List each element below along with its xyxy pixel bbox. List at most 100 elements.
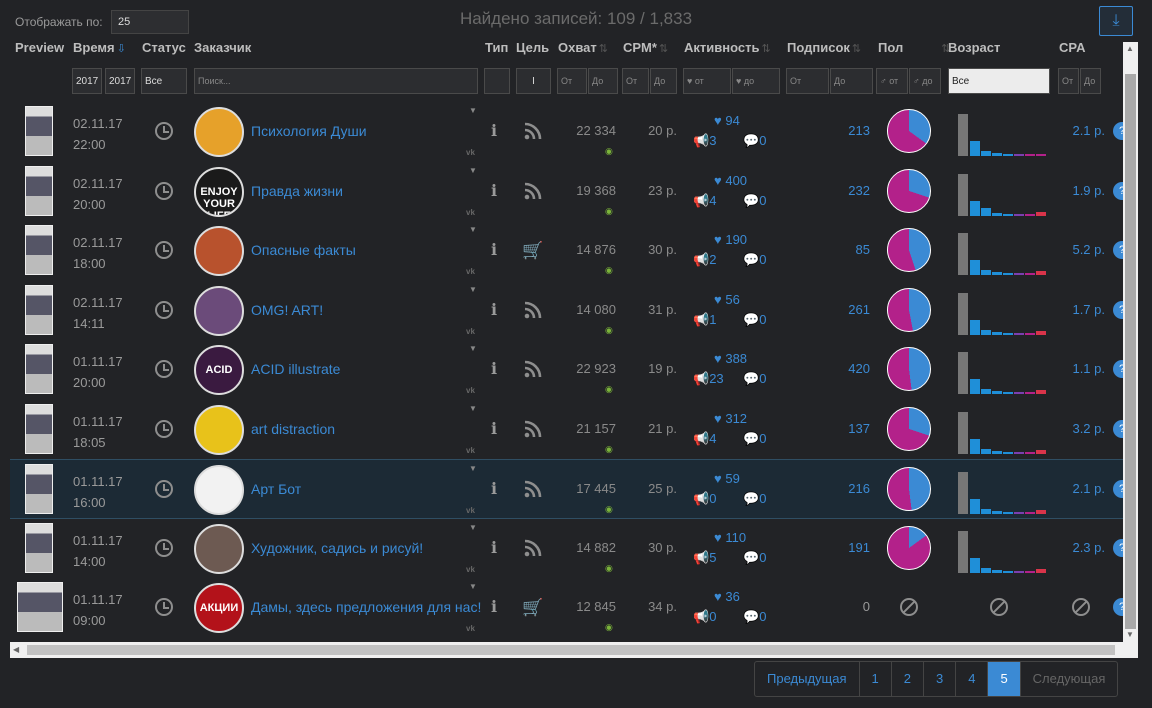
vertical-scrollbar[interactable]: ▲ ▼	[1123, 42, 1138, 642]
vk-icon[interactable]: vk	[466, 564, 475, 574]
sex-from-input[interactable]: ♂ от	[876, 68, 908, 94]
customer-link[interactable]: Правда жизни	[251, 182, 343, 199]
info-icon[interactable]: i	[491, 479, 498, 498]
date-from-input[interactable]: 2017	[72, 68, 102, 94]
subscriptions-value[interactable]: 420	[848, 361, 870, 376]
cpa-info-icon[interactable]: ?	[1113, 181, 1123, 200]
table-row[interactable]: 01.11.17 18:05 art distraction ▼ vk i 21 157 ◉ 2…	[10, 400, 1123, 460]
table-row[interactable]: 02.11.17 20:00 ENJOY YOUR LIFE Правда жизни…	[10, 162, 1123, 222]
page-5-button[interactable]: 5	[988, 662, 1021, 696]
subscriptions-value[interactable]: 191	[848, 539, 870, 555]
sort-desc-icon[interactable]: ⇩	[116, 43, 126, 55]
vk-icon[interactable]: vk	[466, 207, 475, 217]
scroll-left-icon[interactable]: ◀	[13, 645, 20, 654]
download-button[interactable]: ⤓	[1099, 6, 1133, 36]
post-preview[interactable]	[17, 582, 63, 632]
table-row[interactable]: 01.11.17 14:00 Художник, садись и рисуй! ▼ v…	[10, 519, 1123, 579]
info-icon[interactable]: i	[491, 299, 498, 319]
scrollbar-thumb[interactable]	[1125, 74, 1136, 629]
post-preview[interactable]	[25, 522, 53, 573]
type-select[interactable]	[484, 68, 510, 94]
vk-icon[interactable]: vk	[466, 267, 475, 276]
col-cpm[interactable]: CPM* ⇅	[623, 40, 669, 55]
scrollbar-thumb[interactable]	[27, 645, 1115, 655]
cpa-info-icon[interactable]: ?	[1113, 480, 1123, 498]
cpa-info-icon[interactable]: ?	[1113, 122, 1123, 140]
sort-icon[interactable]: ⇅	[851, 43, 862, 55]
cpm-from-input[interactable]: От	[622, 68, 649, 94]
avatar[interactable]	[194, 404, 244, 455]
table-row[interactable]: 02.11.17 14:11 OMG! ART! ▼ vk i 14 080 ◉ 31 р. ♥ …	[10, 281, 1123, 341]
vk-icon[interactable]: vk	[466, 326, 475, 336]
col-sex[interactable]: Пол ⇅	[878, 40, 951, 55]
prev-page-button[interactable]: Предыдущая	[755, 662, 860, 696]
filter-icon[interactable]: ▼	[469, 225, 477, 234]
sort-icon[interactable]: ⇅	[761, 43, 771, 55]
info-icon[interactable]: i	[491, 121, 498, 140]
activity-to-input[interactable]: ♥ до	[732, 68, 780, 94]
customer-link[interactable]: OMG! ART!	[251, 301, 324, 318]
filter-icon[interactable]: ▼	[469, 582, 477, 591]
filter-icon[interactable]: ▼	[469, 284, 477, 294]
info-icon[interactable]: i	[491, 180, 498, 200]
page-size-select[interactable]: 25	[111, 10, 189, 34]
age-select[interactable]: Все	[948, 68, 1050, 94]
cpa-from-input[interactable]: От	[1058, 68, 1079, 94]
vk-icon[interactable]: vk	[466, 386, 475, 395]
post-preview[interactable]	[25, 165, 53, 216]
subscriptions-value[interactable]: 0	[862, 599, 870, 614]
subscriptions-value[interactable]: 261	[848, 301, 870, 317]
goal-select[interactable]: I	[516, 68, 551, 94]
search-input[interactable]: Поиск...	[194, 68, 478, 94]
post-preview[interactable]	[25, 106, 53, 156]
avatar[interactable]	[194, 523, 244, 574]
filter-icon[interactable]: ▼	[469, 464, 477, 473]
filter-icon[interactable]: ▼	[469, 106, 477, 115]
filter-icon[interactable]: ▼	[469, 344, 477, 353]
cpa-info-icon[interactable]: ?	[1113, 598, 1123, 616]
reach-from-input[interactable]: От	[557, 68, 587, 94]
avatar[interactable]: ACID	[194, 345, 244, 395]
info-icon[interactable]: i	[491, 359, 498, 378]
cpa-info-icon[interactable]: ?	[1113, 300, 1123, 319]
cpa-info-icon[interactable]: ?	[1113, 360, 1123, 378]
info-icon[interactable]: i	[491, 597, 498, 616]
sort-icon[interactable]: ⇅	[598, 43, 608, 55]
page-1-button[interactable]: 1	[860, 662, 892, 696]
reach-to-input[interactable]: До	[588, 68, 618, 94]
activity-from-input[interactable]: ♥ от	[683, 68, 731, 94]
customer-link[interactable]: Арт Бот	[251, 481, 302, 497]
customer-link[interactable]: Дамы, здесь предложения для нас!	[251, 599, 482, 615]
status-select[interactable]: Все	[141, 68, 187, 94]
subscriptions-value[interactable]: 85	[855, 242, 870, 257]
filter-icon[interactable]: ▼	[469, 403, 477, 413]
customer-link[interactable]: Художник, садись и рисуй!	[251, 539, 424, 556]
avatar[interactable]: ENJOY YOUR LIFE	[194, 166, 244, 217]
info-icon[interactable]: i	[491, 418, 498, 438]
table-row[interactable]: 01.11.17 09:00 АКЦИИ Дамы, здесь предложени…	[10, 578, 1123, 638]
vk-icon[interactable]: vk	[466, 148, 475, 157]
avatar[interactable]	[194, 465, 244, 515]
post-preview[interactable]	[25, 344, 53, 394]
vk-icon[interactable]: vk	[466, 506, 475, 515]
cpa-info-icon[interactable]: ?	[1113, 241, 1123, 259]
table-row[interactable]: 02.11.17 22:00 Психология Души ▼ vk i 22 334 ◉ 2…	[10, 102, 1123, 162]
sort-icon[interactable]: ⇅	[658, 43, 669, 55]
info-icon[interactable]: i	[491, 537, 498, 557]
col-reach[interactable]: Охват ⇅	[558, 40, 608, 55]
sort-icon[interactable]: ⇅	[941, 43, 951, 55]
table-row[interactable]: 02.11.17 18:00 Опасные факты ▼ vk i 🛒 14 876 ◉ 30…	[10, 221, 1123, 281]
info-icon[interactable]: i	[491, 240, 498, 259]
customer-link[interactable]: art distraction	[251, 420, 336, 437]
page-2-button[interactable]: 2	[892, 662, 924, 696]
table-row[interactable]: 01.11.17 20:00 ACID ACID illustrate ▼ vk i 22 9…	[10, 340, 1123, 400]
cpa-info-icon[interactable]: ?	[1113, 538, 1123, 557]
subscriptions-value[interactable]: 232	[848, 182, 870, 198]
post-preview[interactable]	[25, 464, 53, 514]
date-to-input[interactable]: 2017	[105, 68, 135, 94]
table-row[interactable]: 01.11.17 16:00 Арт Бот ▼ vk i 17 445 ◉ 25 р. ♥ 59…	[10, 459, 1123, 519]
avatar[interactable]	[194, 107, 244, 157]
avatar[interactable]	[194, 285, 244, 336]
page-3-button[interactable]: 3	[924, 662, 957, 696]
post-preview[interactable]	[25, 403, 53, 454]
